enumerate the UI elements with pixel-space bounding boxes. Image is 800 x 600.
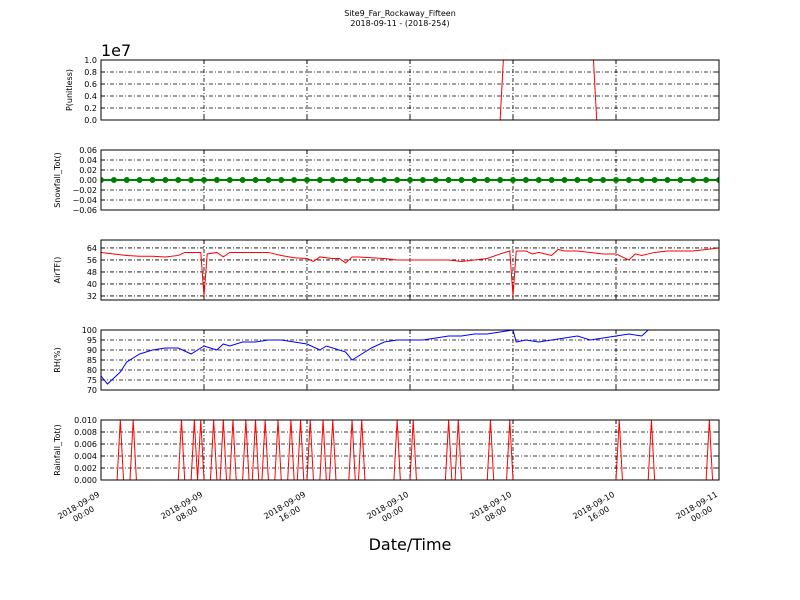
y-tick-label: 80 (87, 366, 97, 375)
y-tick-label: 0.6 (84, 80, 97, 89)
data-marker (703, 177, 710, 183)
y-tick-label: 0.0 (84, 116, 97, 125)
data-marker (625, 177, 632, 183)
data-line (101, 247, 719, 296)
data-marker (419, 177, 426, 183)
data-marker (278, 177, 285, 183)
y-tick-label: 0.04 (79, 156, 97, 165)
data-marker (471, 177, 478, 183)
data-marker (574, 177, 581, 183)
data-marker (484, 177, 491, 183)
data-marker (265, 177, 272, 183)
axes-frame (100, 59, 720, 121)
data-marker (101, 177, 104, 183)
y-tick-label: 0.2 (84, 104, 97, 113)
y-tick-label: 0.010 (74, 416, 97, 425)
data-marker (213, 177, 220, 183)
data-marker (188, 177, 195, 183)
y-tick-label: 32 (87, 292, 97, 301)
y-tick-label: 75 (87, 376, 97, 385)
data-marker (548, 177, 555, 183)
y-tick-label: 0.008 (74, 428, 97, 437)
y-tick-label: 0.06 (79, 146, 97, 155)
data-marker (600, 177, 607, 183)
x-axis-label: Date/Time (369, 535, 452, 554)
y-tick-label: 95 (87, 336, 97, 345)
y-tick-label: 90 (87, 346, 97, 355)
data-marker (381, 177, 388, 183)
data-marker (651, 177, 658, 183)
chart-subtitle: 2018-09-11 - (2018-254) (350, 19, 449, 28)
data-marker (291, 177, 298, 183)
data-marker (175, 177, 182, 183)
data-marker (252, 177, 259, 183)
data-marker (535, 177, 542, 183)
data-marker (329, 177, 336, 183)
data-marker (445, 177, 452, 183)
data-marker (136, 177, 143, 183)
data-marker (458, 177, 465, 183)
y-tick-label: −0.04 (72, 196, 97, 205)
data-line (101, 330, 719, 385)
y-tick-label: 0.002 (74, 464, 97, 473)
axes-frame (100, 329, 720, 391)
y-tick-label: −0.06 (72, 206, 97, 215)
y-tick-label: 70 (87, 386, 97, 395)
data-marker (638, 177, 645, 183)
y-tick-label: 0.004 (74, 452, 97, 461)
data-marker (316, 177, 323, 183)
y-tick-label: 100 (82, 326, 97, 335)
data-marker (394, 177, 401, 183)
data-marker (677, 177, 684, 183)
y-tick-label: 0.02 (79, 166, 97, 175)
y-tick-label: 0.006 (74, 440, 97, 449)
axes-frame (100, 239, 720, 301)
axes-frame (100, 149, 720, 211)
data-marker (690, 177, 697, 183)
data-marker (342, 177, 349, 183)
data-marker (587, 177, 594, 183)
data-marker (510, 177, 516, 183)
y-offset-label: 1e7 (101, 41, 131, 60)
data-marker (716, 177, 719, 183)
y-tick-label: 56 (87, 256, 97, 265)
data-marker (123, 177, 130, 183)
y-tick-label: 1.0 (84, 56, 97, 65)
chart-title: Site9_Far_Rockaway_Fifteen (344, 9, 456, 18)
y-tick-label: 0.8 (84, 68, 97, 77)
y-tick-label: 0.4 (84, 92, 97, 101)
data-marker (368, 177, 375, 183)
data-marker (613, 177, 619, 183)
data-marker (561, 177, 568, 183)
y-tick-label: 64 (87, 244, 97, 253)
data-marker (162, 177, 169, 183)
y-axis-label: Rainfall_Tot() (53, 424, 62, 476)
y-tick-label: 0.00 (79, 176, 97, 185)
y-axis-label: P(unitless) (65, 69, 74, 111)
data-marker (407, 177, 413, 183)
data-marker (432, 177, 439, 183)
y-tick-label: 85 (87, 356, 97, 365)
data-marker (497, 177, 504, 183)
data-marker (239, 177, 246, 183)
data-marker (664, 177, 671, 183)
y-axis-label: Snowfall_Tot() (53, 152, 62, 208)
y-tick-label: 40 (87, 280, 97, 289)
data-marker (110, 177, 117, 183)
data-marker (149, 177, 156, 183)
y-tick-label: 0.000 (74, 476, 97, 485)
y-tick-label: 48 (87, 268, 97, 277)
y-axis-label: AirTF() (53, 257, 62, 284)
data-marker (201, 177, 207, 183)
data-marker (355, 177, 362, 183)
axes-frame (100, 419, 720, 481)
data-marker (304, 177, 310, 183)
y-axis-label: RH(%) (53, 347, 62, 372)
data-marker (226, 177, 233, 183)
y-tick-label: −0.02 (72, 186, 97, 195)
data-marker (522, 177, 529, 183)
